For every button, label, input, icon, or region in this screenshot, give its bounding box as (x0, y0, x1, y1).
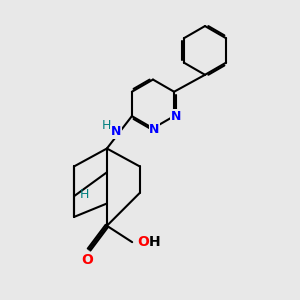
Text: H: H (80, 188, 89, 201)
Text: O: O (82, 253, 94, 267)
Text: N: N (170, 110, 181, 123)
Text: N: N (149, 123, 160, 136)
Text: H: H (148, 235, 160, 249)
Text: O: O (137, 235, 149, 249)
Text: N: N (111, 125, 121, 138)
Text: H: H (102, 119, 112, 132)
